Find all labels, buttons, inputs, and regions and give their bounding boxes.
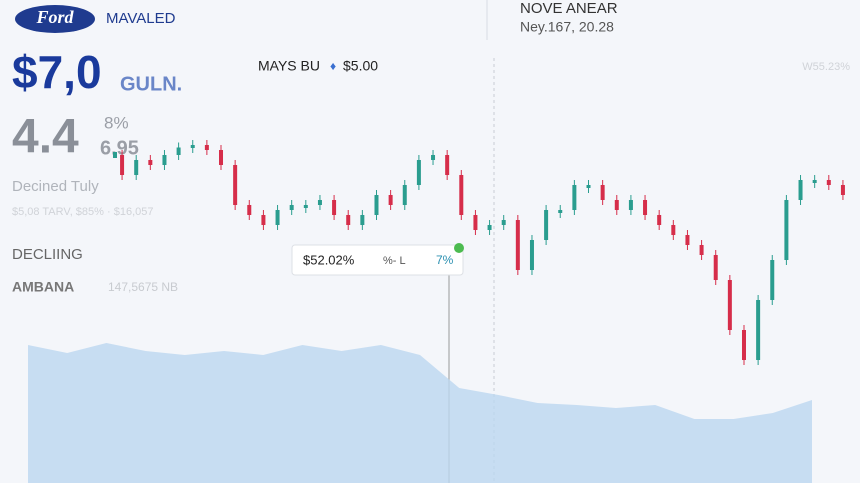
volume-area xyxy=(28,343,812,483)
ticker[interactable]: MAYS BU xyxy=(258,58,320,74)
price-unit: GULN. xyxy=(120,73,182,95)
candle xyxy=(162,155,167,165)
candle xyxy=(113,152,117,158)
candle xyxy=(614,200,619,210)
candle xyxy=(586,185,591,188)
tooltip-mid: %- L xyxy=(383,255,406,267)
candle xyxy=(713,255,718,280)
candle xyxy=(360,215,365,225)
candle xyxy=(402,185,407,205)
candle xyxy=(247,205,252,215)
logo-oval[interactable] xyxy=(15,5,95,33)
date: Ney.167, 20.28 xyxy=(520,19,614,35)
index-name: AMBANA xyxy=(12,279,74,295)
candle xyxy=(628,200,633,210)
change-pct: 8% xyxy=(104,113,129,132)
candle xyxy=(120,155,125,175)
brand: MAVALED xyxy=(106,10,176,27)
candle xyxy=(685,235,690,245)
ticker-price: $5.00 xyxy=(343,58,378,74)
candle xyxy=(643,200,648,215)
stats: $5,08 TARV, $85% · $16,057 xyxy=(12,206,153,218)
candle xyxy=(134,160,139,175)
candle xyxy=(798,180,803,200)
candle xyxy=(741,330,746,360)
candle xyxy=(600,185,605,200)
tooltip-value: $52.02% xyxy=(303,252,355,267)
candle xyxy=(812,180,817,183)
candle xyxy=(431,155,436,160)
candle xyxy=(445,155,450,175)
candle xyxy=(459,175,464,215)
change-sub: 6.95 xyxy=(100,137,139,159)
candle xyxy=(233,165,238,205)
candle xyxy=(558,210,563,213)
plot xyxy=(28,140,845,483)
candle xyxy=(671,225,676,235)
candle xyxy=(840,185,845,195)
candle xyxy=(190,145,195,148)
ticker-icon: ♦ xyxy=(330,59,336,73)
candle xyxy=(572,185,577,210)
candle xyxy=(317,200,322,205)
candle xyxy=(204,145,209,150)
candle xyxy=(756,300,761,360)
candle xyxy=(388,195,393,205)
candle xyxy=(346,215,351,225)
candle xyxy=(727,280,732,330)
candle xyxy=(515,220,520,270)
logo[interactable]: Ford xyxy=(35,7,74,27)
candle xyxy=(303,205,308,208)
candle xyxy=(416,160,421,185)
tooltip-dot xyxy=(454,243,464,253)
candle xyxy=(784,200,789,260)
candle xyxy=(374,195,379,215)
candle xyxy=(219,150,224,165)
candle xyxy=(332,200,337,215)
candle xyxy=(148,160,153,165)
candle xyxy=(699,245,704,255)
candle xyxy=(275,210,280,225)
corner-label: W55.23% xyxy=(802,61,850,73)
index-value: 147,5675 NB xyxy=(108,280,178,294)
candle xyxy=(826,180,831,185)
section: DECLIING xyxy=(12,246,83,263)
candle xyxy=(501,220,506,225)
candle xyxy=(529,240,534,270)
candle xyxy=(544,210,549,240)
price: $7,0 xyxy=(12,46,102,98)
candle xyxy=(176,147,181,155)
status: Decined Tuly xyxy=(12,178,99,195)
candle xyxy=(261,215,266,225)
tooltip xyxy=(291,244,464,276)
candle xyxy=(657,215,662,225)
candle xyxy=(487,225,492,230)
tooltip-pct: 7% xyxy=(436,253,454,267)
candle xyxy=(770,260,775,300)
change: 4.4 xyxy=(12,111,79,164)
candle xyxy=(473,215,478,230)
candle xyxy=(289,205,294,210)
date-title: NOVE ANEAR xyxy=(520,0,618,17)
